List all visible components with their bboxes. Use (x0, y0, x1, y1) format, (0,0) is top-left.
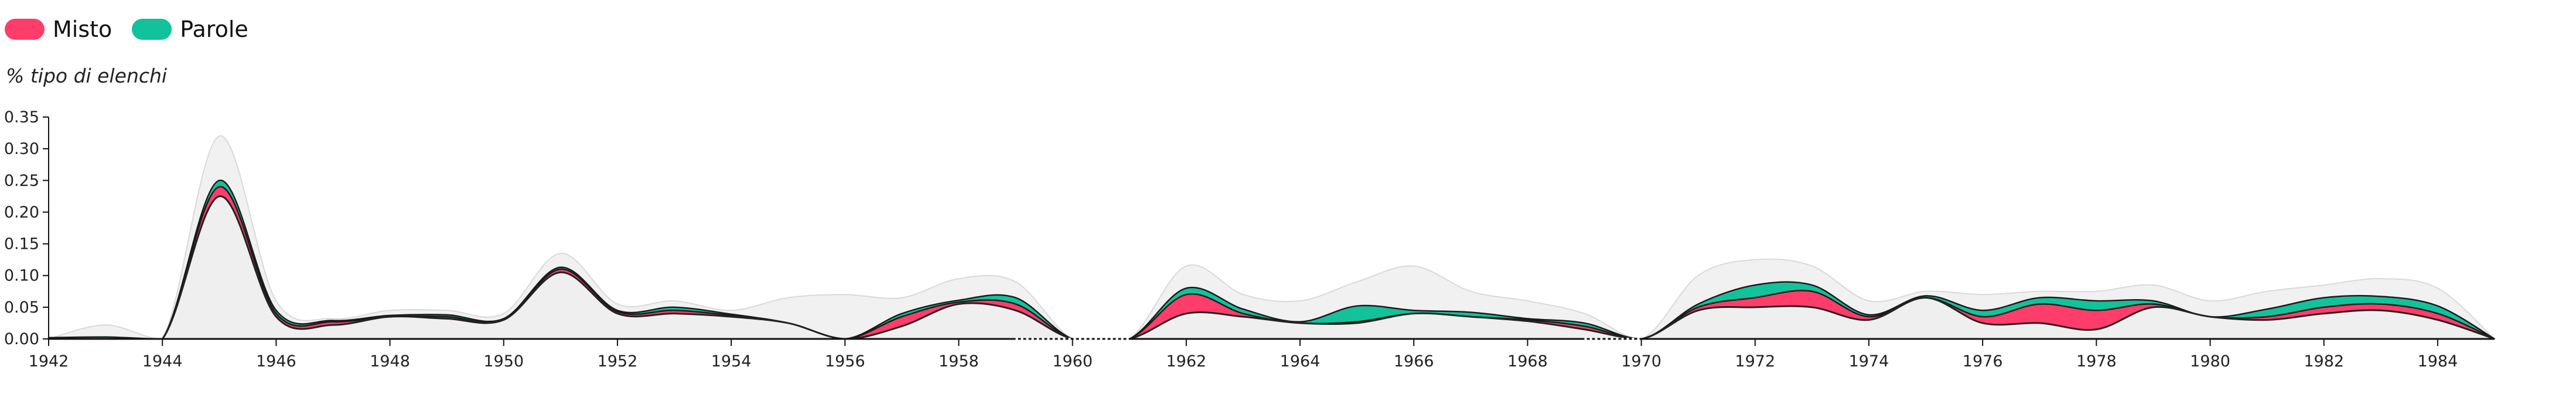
x-tick-label: 1942 (29, 352, 69, 371)
y-tick-label: 0.00 (4, 330, 39, 348)
series-layer (47, 180, 2495, 340)
x-tick-label: 1954 (711, 352, 752, 371)
x-tick-label: 1980 (2190, 352, 2230, 371)
x-tick-label: 1948 (370, 352, 410, 371)
x-tick-label: 1950 (483, 352, 524, 371)
legend-swatch-parole (132, 19, 172, 40)
legend: Misto Parole (5, 13, 268, 46)
legend-item-parole[interactable]: Parole (132, 16, 248, 42)
x-tick-label: 1984 (2418, 352, 2458, 371)
x-tick-label: 1962 (1166, 352, 1207, 371)
x-tick-label: 1966 (1394, 352, 1434, 371)
x-tick-label: 1960 (1052, 352, 1093, 371)
x-tick-label: 1976 (1963, 352, 2003, 371)
y-tick-label: 0.30 (4, 140, 39, 158)
y-tick-label: 0.25 (4, 172, 39, 190)
x-tick-label: 1982 (2304, 352, 2344, 371)
series-area-other (49, 195, 2495, 340)
y-tick-label: 0.10 (4, 267, 39, 285)
axes: 0.00 0.05 0.10 0.15 0.20 0.25 0.30 0.35 1942 1944… (4, 108, 2495, 371)
legend-label-misto: Misto (53, 16, 112, 42)
x-tick-label: 1946 (256, 352, 296, 371)
x-tick-label: 1956 (825, 352, 865, 371)
x-tick-label: 1968 (1507, 352, 1548, 371)
x-tick-label: 1978 (2076, 352, 2117, 371)
legend-item-misto[interactable]: Misto (5, 16, 112, 42)
y-tick-label: 0.05 (4, 299, 39, 317)
x-tick-label: 1952 (598, 352, 638, 371)
x-tick-label: 1944 (142, 352, 183, 371)
x-tick-label: 1972 (1735, 352, 1775, 371)
y-tick-label: 0.35 (4, 108, 39, 126)
x-tick-label: 1964 (1280, 352, 1321, 371)
x-tick-label: 1970 (1621, 352, 1661, 371)
x-tick-label: 1958 (939, 352, 979, 371)
legend-swatch-misto (5, 19, 45, 40)
x-tick-label: 1974 (1849, 352, 1889, 371)
y-tick-label: 0.20 (4, 203, 39, 221)
y-axis-title: % tipo di elenchi (6, 64, 167, 87)
legend-label-parole: Parole (180, 16, 248, 42)
y-tick-label: 0.15 (4, 235, 39, 253)
